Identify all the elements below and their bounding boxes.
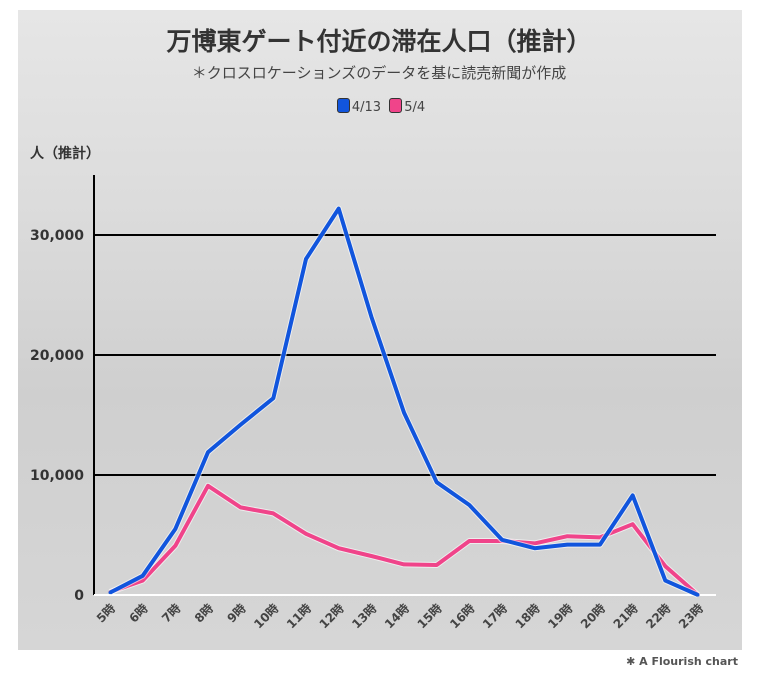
data-point	[500, 538, 504, 542]
data-point	[533, 541, 537, 545]
data-point	[663, 564, 667, 568]
x-tick-label: 16時	[447, 601, 478, 632]
y-axis-label: 人（推計）	[30, 146, 100, 162]
x-tick-label: 19時	[545, 601, 576, 632]
x-tick-label: 13時	[349, 601, 380, 632]
data-point	[631, 493, 635, 497]
legend-swatch-4-13	[336, 98, 350, 113]
data-point	[631, 522, 635, 526]
data-point	[598, 543, 602, 547]
data-point	[467, 539, 471, 543]
data-point	[271, 511, 275, 515]
x-tick-label: 15時	[414, 601, 445, 632]
x-tick-label: 5時	[93, 601, 118, 626]
data-point	[337, 546, 341, 550]
data-point	[239, 505, 243, 509]
y-tick-label: 10,000	[30, 468, 84, 484]
data-point	[173, 544, 177, 548]
data-point	[141, 574, 145, 578]
flourish-credit[interactable]: ✱ A Flourish chart	[626, 655, 738, 668]
data-point	[402, 411, 406, 415]
data-point	[467, 503, 471, 507]
data-point	[565, 534, 569, 538]
chart-subtitle: ＊クロスロケーションズのデータを基に読売新聞が作成	[191, 64, 567, 82]
data-point	[271, 396, 275, 400]
background-photo	[18, 10, 742, 650]
data-point	[533, 546, 537, 550]
data-point	[337, 207, 341, 211]
x-tick-label: 22時	[643, 601, 674, 632]
y-tick-label: 20,000	[30, 348, 84, 364]
legend-label-4-13[interactable]: 4/13	[351, 100, 382, 115]
series-line-4/13	[109, 206, 699, 597]
credit-text[interactable]: A Flourish chart	[639, 655, 738, 668]
data-point	[369, 315, 373, 319]
x-tick-label: 21時	[610, 601, 641, 632]
data-point	[239, 423, 243, 427]
x-tick-label: 17時	[479, 601, 510, 632]
y-tick-label: 30,000	[30, 228, 84, 244]
data-point	[369, 554, 373, 558]
x-tick-label: 6時	[126, 601, 151, 626]
series-line-5/4	[109, 483, 700, 597]
data-point	[206, 484, 210, 488]
chart-title: 万博東ゲート付近の滞在人口（推計）	[166, 27, 592, 56]
x-tick-label: 20時	[577, 601, 608, 632]
x-tick-label: 12時	[316, 601, 347, 632]
data-point	[141, 579, 145, 583]
x-tick-label: 11時	[283, 601, 314, 632]
x-tick-label: 8時	[191, 601, 216, 626]
x-tick-label: 23時	[675, 601, 706, 632]
data-point	[206, 450, 210, 454]
data-point	[402, 562, 406, 566]
series-halo-4/13	[108, 205, 700, 598]
legend-swatch-5-4	[389, 98, 403, 113]
x-tick-label: 14時	[381, 601, 412, 632]
x-tick-label: 9時	[224, 601, 249, 626]
y-tick-label: 0	[74, 588, 84, 604]
data-point	[304, 257, 308, 261]
x-tick-label: 18時	[512, 601, 543, 632]
data-point	[696, 593, 700, 597]
legend-label-5-4[interactable]: 5/4	[404, 100, 426, 115]
data-point	[435, 480, 439, 484]
data-point	[304, 532, 308, 536]
data-point	[565, 543, 569, 547]
data-point	[435, 563, 439, 567]
data-point	[108, 591, 112, 595]
data-point	[173, 527, 177, 531]
x-tick-label: 10時	[251, 601, 282, 632]
legend: 4/13 5/4	[0, 98, 758, 115]
data-point	[663, 579, 667, 583]
x-tick-label: 7時	[158, 601, 183, 626]
